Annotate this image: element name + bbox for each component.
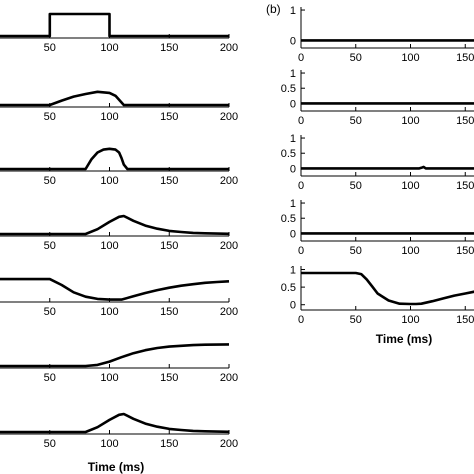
panel-a-7-x-tick-label-3: 200 (220, 438, 238, 450)
panel-a-7-series-line-0 (0, 412, 230, 434)
x-axis-title-right: Time (ms) (376, 332, 432, 346)
panel-b-2-x-tick-label-2: 100 (401, 115, 419, 127)
panel-a-6-x-tick-label-1: 100 (100, 372, 118, 384)
panel-b-3-y-tick-label-1: 0.5 (281, 148, 296, 160)
panel-b-3-x-tick-label-1: 50 (350, 180, 362, 192)
panel-a-1-x-tick-label-3: 200 (220, 42, 238, 54)
panel-b-2-y-tick-label-2: 1 (290, 68, 296, 80)
panel-b-2-y-tick-label-0: 0 (290, 98, 296, 110)
axes-layer (0, 7, 474, 435)
panel-b-5-y-tick-label-2: 1 (290, 265, 296, 277)
panel-b-4-x-tick-label-2: 100 (401, 245, 419, 257)
panel-a-4-x-tick-label-3: 200 (220, 240, 238, 252)
panel-b-3-x-tick-label-0: 0 (298, 180, 304, 192)
panel-a-4-x-tick-label-1: 100 (100, 240, 118, 252)
panel-a-3-series-line-0 (0, 147, 229, 171)
panel-a-3-x-tick-label-3: 200 (220, 175, 238, 187)
panel-a-4-x-tick-label-0: 50 (44, 240, 56, 252)
panel-b-2-x-tick-label-1: 50 (350, 115, 362, 127)
panel-a-6-x-tick-label-0: 50 (44, 372, 56, 384)
panel-b-tag: (b) (266, 2, 281, 16)
series-layer (0, 12, 474, 434)
panel-b-2-x-tick-label-3: 150 (456, 115, 474, 127)
panel-b-5-y-tick-label-1: 0.5 (281, 282, 296, 294)
panel-a-2-series-line-0 (0, 90, 229, 107)
panel-a-1-x-tick-label-1: 100 (100, 42, 118, 54)
panel-a-6-x-tick-label-3: 200 (220, 372, 238, 384)
panel-b-5-x-tick-label-3: 150 (456, 314, 474, 326)
panel-b-1-x-tick-label-3: 150 (456, 52, 474, 64)
panel-b-4-x-tick-label-3: 150 (456, 245, 474, 257)
panel-b-3-x-tick-label-3: 150 (456, 180, 474, 192)
panel-a-6-x-tick-label-2: 150 (160, 372, 178, 384)
panel-b-4-x-tick-label-0: 0 (298, 245, 304, 257)
panel-a-1-x-tick-label-2: 150 (160, 42, 178, 54)
panel-b-3-y-tick-label-2: 1 (290, 133, 296, 145)
panel-b-3-series-line-0 (301, 165, 474, 170)
panel-a-5-x-tick-label-3: 200 (220, 306, 238, 318)
panel-b-2-x-tick-label-0: 0 (298, 115, 304, 127)
panel-b-1-x-tick-label-1: 50 (350, 52, 362, 64)
panel-a-4-series-line-0 (0, 214, 230, 236)
panel-b-1-y-tick-label-0: 0 (290, 35, 296, 47)
panel-a-3-x-tick-label-1: 100 (100, 175, 118, 187)
panel-a-3-x-tick-label-0: 50 (44, 175, 56, 187)
panel-a-5-x-tick-label-1: 100 (100, 306, 118, 318)
panel-b-2-y-tick-label-1: 0.5 (281, 83, 296, 95)
panel-b-5-x-tick-label-0: 0 (298, 314, 304, 326)
panel-a-2-x-tick-label-2: 150 (160, 111, 178, 123)
panel-b-4-y-tick-label-1: 0.5 (281, 213, 296, 225)
panel-b-4-y-tick-label-2: 1 (290, 198, 296, 210)
panel-a-7-x-tick-label-1: 100 (100, 438, 118, 450)
panel-a-5-x-tick-label-2: 150 (160, 306, 178, 318)
panel-b-4-y-tick-label-0: 0 (290, 228, 296, 240)
panel-a-7-x-tick-label-2: 150 (160, 438, 178, 450)
panel-a-6-series-line-0 (0, 343, 230, 368)
panel-b-1-y-tick-label-1: 1 (290, 5, 296, 17)
panel-b-5-x-tick-label-2: 100 (401, 314, 419, 326)
panel-a-2-x-tick-label-3: 200 (220, 111, 238, 123)
panel-a-4-x-tick-label-2: 150 (160, 240, 178, 252)
panel-b-1-x-tick-label-2: 100 (401, 52, 419, 64)
panel-a-1-x-tick-label-0: 50 (44, 42, 56, 54)
panel-b-5-y-tick-label-0: 0 (290, 300, 296, 312)
panel-a-2-x-tick-label-1: 100 (100, 111, 118, 123)
panel-b-4-x-tick-label-1: 50 (350, 245, 362, 257)
panel-a-1-series-line-0 (0, 12, 229, 38)
x-axis-title-left: Time (ms) (88, 460, 144, 474)
panel-a-5-series-line-0 (0, 277, 230, 301)
panel-a-3-x-tick-label-2: 150 (160, 175, 178, 187)
panel-b-5-series-line-0 (301, 271, 474, 306)
panel-a-7-x-tick-label-0: 50 (44, 438, 56, 450)
panel-b-1-x-tick-label-0: 0 (298, 52, 304, 64)
panel-b-3-x-tick-label-2: 100 (401, 180, 419, 192)
panel-b-3-y-tick-label-0: 0 (290, 163, 296, 175)
panel-b-5-x-tick-label-1: 50 (350, 314, 362, 326)
panel-a-5-x-tick-label-0: 50 (44, 306, 56, 318)
panel-a-2-x-tick-label-0: 50 (44, 111, 56, 123)
